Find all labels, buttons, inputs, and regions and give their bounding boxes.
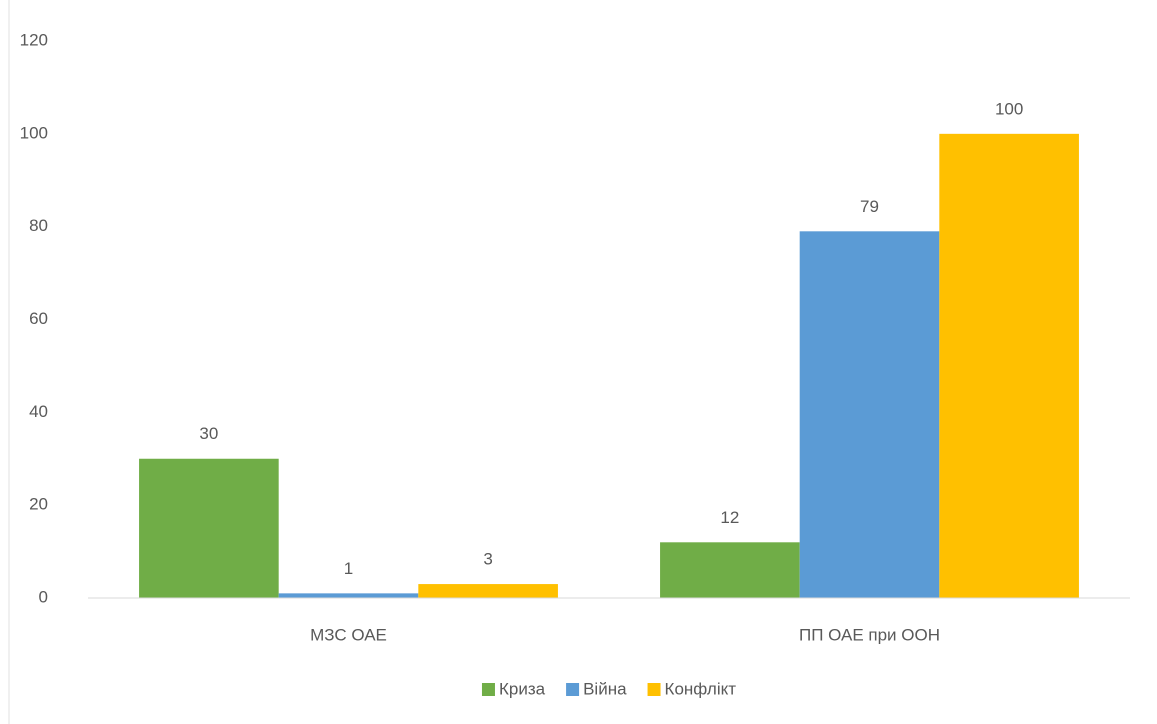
data-label: 79 xyxy=(860,197,879,216)
x-tick-label: ПП ОАЕ при ООН xyxy=(799,625,940,644)
bar xyxy=(939,133,1079,599)
y-tick-label: 100 xyxy=(20,123,48,142)
legend-label: Криза xyxy=(499,679,546,698)
data-label: 1 xyxy=(344,559,353,578)
x-tick-label: МЗС ОАЕ xyxy=(310,625,387,644)
y-tick-label: 60 xyxy=(29,309,48,328)
data-label: 3 xyxy=(483,550,492,569)
bar xyxy=(418,584,558,598)
legend-swatch xyxy=(566,683,580,696)
data-label: 100 xyxy=(995,99,1023,118)
y-tick-label: 0 xyxy=(39,587,48,606)
data-label: 30 xyxy=(199,424,218,443)
legend-label: Конфлікт xyxy=(665,679,737,698)
y-tick-label: 20 xyxy=(29,495,48,514)
bar xyxy=(799,231,940,598)
legend-swatch xyxy=(647,683,661,696)
y-tick-label: 80 xyxy=(29,216,48,235)
legend-swatch xyxy=(481,683,495,696)
legend-label: Війна xyxy=(583,679,627,698)
data-label: 12 xyxy=(720,508,739,527)
y-tick-label: 120 xyxy=(20,30,48,49)
bar xyxy=(139,458,279,598)
bar xyxy=(660,542,800,598)
bar xyxy=(278,593,419,598)
y-tick-label: 40 xyxy=(29,402,48,421)
